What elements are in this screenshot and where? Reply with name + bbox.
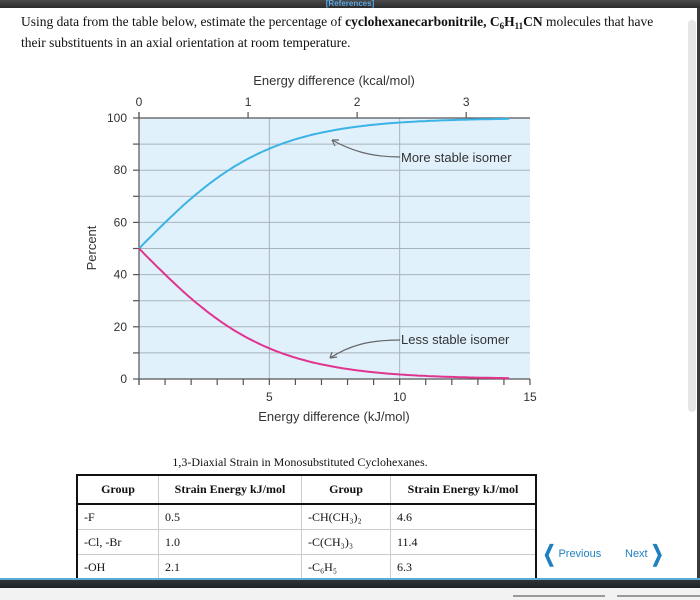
header-group: Group [77,475,159,505]
x-tick-label: 15 [523,390,537,404]
x-tick-label: 5 [266,390,273,404]
cell-energy: 4.6 [390,504,536,530]
next-button[interactable]: Next ❯ [625,541,666,566]
cell-group: -OH [77,554,159,581]
cell-energy: 2.1 [158,554,302,581]
top-bar [0,0,700,8]
arrowhead [331,139,339,147]
formula-subscript: 6 [499,21,505,31]
compound-name: cyclohexanecarbonitrile, C6H11CN [345,14,543,31]
cell-energy: 6.3 [390,554,536,581]
arrowhead [329,351,338,359]
table-row: -Cl, -Br 1.0 -C(CH₃)₃ 11.4 [77,529,536,555]
cell-group: -F [77,504,159,530]
bottom-tab[interactable] [617,595,700,597]
question-intro: Using data from the table below, estimat… [21,14,346,29]
compound-name-text: cyclohexanecarbonitrile, C [345,14,500,29]
cell-group: -CH(CH₃)₂ [301,504,391,530]
header-group: Group [301,475,391,505]
more-stable-curve [138,117,510,250]
energy-percent-chart: 0 20 40 60 80 100 5 10 15 0 1 2 3 More stable isomer… [84,73,537,424]
vertical-scrollbar[interactable] [688,20,696,412]
less-stable-curve [138,247,510,380]
table-row: -OH 2.1 -C₆H₅ 6.3 [77,554,536,581]
previous-button[interactable]: ❮ Previous [540,541,602,566]
y-tick-label: 100 [107,111,127,125]
references-link[interactable]: [References] [325,0,375,8]
cell-group: -C₆H₅ [301,554,391,581]
bottom-tab[interactable] [513,595,605,597]
less-stable-arrow [329,339,401,359]
top-tick-label: 0 [136,95,143,109]
more-stable-arrow [331,139,401,158]
less-stable-label: Less stable isomer [401,332,510,347]
table-caption: 1,3-Diaxial Strain in Monosubstituted Cy… [172,455,428,469]
y-axis-label: Percent [84,225,99,270]
formula-cn: CN [523,14,543,29]
cell-energy: 0.5 [158,504,302,530]
top-tick-label: 2 [354,95,361,109]
x-tick-label: 10 [393,390,407,404]
header-strain-energy: Strain Energy kJ/mol [158,475,302,505]
next-label: Next [625,548,648,560]
gridlines [139,118,530,379]
top-tick-label: 3 [463,95,470,109]
y-tick-label: 60 [114,215,128,229]
window-edge [697,8,700,588]
y-tick-label: 80 [114,163,128,177]
x-axis-label: Energy difference (kJ/mol) [258,409,410,424]
cell-energy: 1.0 [158,529,302,555]
cell-group: -C(CH₃)₃ [301,529,391,555]
top-axis-label: Energy difference (kcal/mol) [253,73,415,88]
bottom-strip [0,588,700,600]
chevron-right-icon: ❯ [650,541,664,566]
cell-energy: 11.4 [390,529,536,555]
y-tick-label: 0 [120,372,127,386]
table-row: -F 0.5 -CH(CH₃)₂ 4.6 [77,504,536,530]
table-header-row: Group Strain Energy kJ/mol Group Strain … [77,475,536,505]
header-strain-energy: Strain Energy kJ/mol [390,475,536,505]
cell-group: -Cl, -Br [77,529,159,555]
y-tick-label: 40 [114,268,128,282]
question-text: Using data from the table below, estimat… [21,11,661,53]
tick-labels: 0 20 40 60 80 100 5 10 15 0 1 2 3 [107,95,537,404]
chevron-left-icon: ❮ [542,541,556,566]
strain-energy-table: Group Strain Energy kJ/mol Group Strain … [76,474,537,581]
y-tick-label: 20 [114,320,128,334]
formula-h: H [504,14,515,29]
formula-subscript: 11 [514,21,524,31]
question-outro: molecules that have their substituents i… [21,14,654,50]
bottom-toolbar [0,578,700,588]
top-tick-label: 1 [245,95,252,109]
more-stable-label: More stable isomer [401,150,512,165]
previous-label: Previous [558,548,602,560]
